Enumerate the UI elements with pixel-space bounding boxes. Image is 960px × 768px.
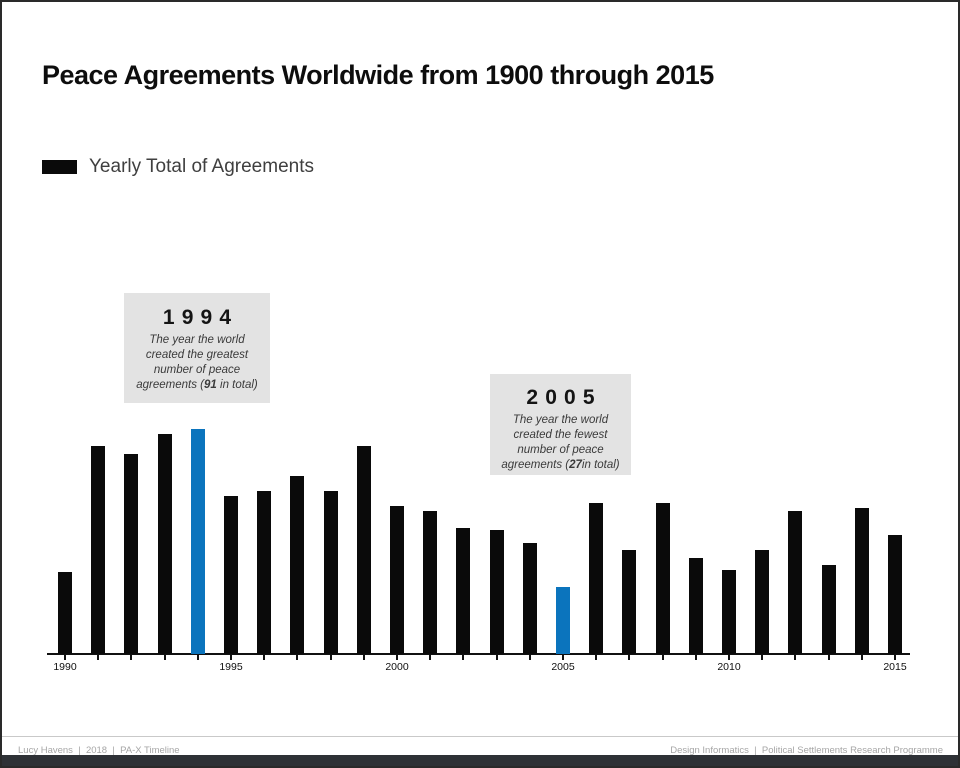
annotation-1994: 1994 The year the world created the grea… — [124, 293, 270, 403]
x-tick-label-2015: 2015 — [883, 661, 907, 673]
bar-2001 — [423, 510, 438, 654]
bar-2004 — [522, 542, 537, 654]
footer-divider — [2, 736, 958, 737]
bar-2012 — [788, 510, 803, 654]
x-tick-2008 — [661, 655, 664, 660]
x-tick-1997 — [296, 655, 299, 660]
bar-2009 — [688, 557, 703, 654]
x-tick-1995 — [230, 655, 232, 660]
legend-label: Yearly Total of Agreements — [89, 156, 314, 177]
x-tick-2003 — [495, 655, 498, 660]
x-tick-2006 — [595, 655, 598, 660]
bar-1990 — [58, 572, 72, 654]
x-tick-2013 — [827, 655, 830, 660]
x-tick-1998 — [329, 655, 332, 660]
x-tick-2001 — [429, 655, 432, 660]
bar-2003 — [489, 530, 504, 654]
bar-1991 — [91, 446, 106, 654]
bar-1999 — [356, 446, 371, 654]
x-tick-1996 — [263, 655, 266, 660]
x-tick-2015 — [894, 655, 896, 660]
x-tick-1994 — [196, 655, 199, 660]
x-tick-2010 — [728, 655, 730, 660]
bar-2005 — [556, 587, 570, 654]
x-tick-label-2010: 2010 — [717, 661, 741, 673]
x-tick-label-1995: 1995 — [219, 661, 243, 673]
legend: Yearly Total of Agreements — [42, 156, 314, 178]
footer-credit-right: Design Informatics | Political Settlemen… — [670, 745, 943, 756]
x-tick-label-2000: 2000 — [385, 661, 409, 673]
x-tick-2002 — [462, 655, 465, 660]
bar-1993 — [157, 433, 172, 654]
bar-2015 — [888, 535, 902, 654]
bar-2002 — [456, 527, 471, 654]
x-tick-2007 — [628, 655, 631, 660]
bar-1998 — [323, 490, 338, 654]
bar-1996 — [257, 490, 272, 654]
x-tick-2009 — [694, 655, 697, 660]
bar-1994 — [190, 429, 205, 654]
x-tick-1992 — [130, 655, 133, 660]
x-tick-1990 — [64, 655, 66, 660]
annotation-2005-text: The year the world created the fewest nu… — [501, 414, 620, 471]
x-tick-1993 — [163, 655, 166, 660]
x-tick-2000 — [396, 655, 398, 660]
bar-2006 — [589, 503, 604, 654]
x-tick-1999 — [362, 655, 365, 660]
x-tick-2004 — [528, 655, 531, 660]
legend-swatch-icon — [42, 160, 77, 174]
x-tick-label-1990: 1990 — [53, 661, 77, 673]
x-tick-label-2005: 2005 — [551, 661, 575, 673]
x-tick-2014 — [860, 655, 863, 660]
bar-2007 — [622, 550, 637, 654]
annotation-1994-text: The year the world created the greatest … — [136, 334, 258, 391]
x-axis — [47, 653, 910, 655]
bar-2008 — [655, 503, 670, 654]
page-title: Peace Agreements Worldwide from 1900 thr… — [42, 60, 714, 90]
bottom-accent-bar — [2, 755, 958, 766]
bar-1992 — [124, 453, 139, 654]
bar-2010 — [722, 569, 736, 654]
x-tick-2005 — [562, 655, 564, 660]
x-tick-2011 — [761, 655, 764, 660]
bar-2011 — [755, 550, 770, 654]
annotation-2005: 2005 The year the world created the fewe… — [490, 374, 631, 475]
footer-credit-left: Lucy Havens | 2018 | PA-X Timeline — [18, 745, 180, 756]
x-tick-2012 — [794, 655, 797, 660]
annotation-1994-year: 1994 — [162, 306, 239, 329]
annotation-2005-year: 2005 — [526, 386, 602, 409]
bar-1995 — [224, 495, 238, 654]
x-tick-1991 — [97, 655, 100, 660]
bar-1997 — [290, 475, 305, 654]
bar-2014 — [854, 508, 869, 654]
bar-2013 — [821, 564, 836, 654]
bar-2000 — [390, 505, 404, 654]
